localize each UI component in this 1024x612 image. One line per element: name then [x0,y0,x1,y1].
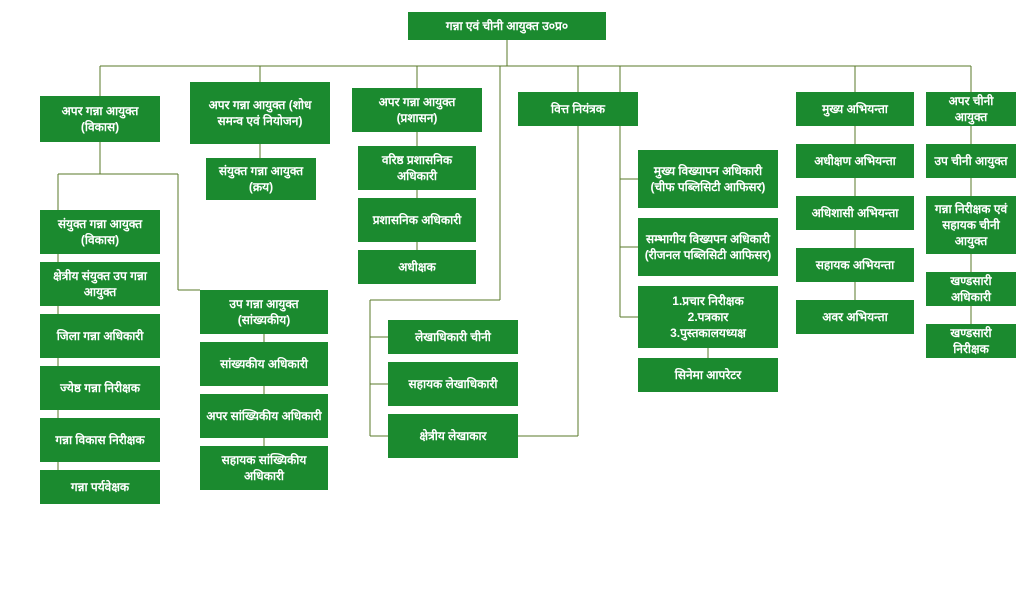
node-col5-1: मुख्य विख्यापन अधिकारी (चीफ पब्लिसिटी आफ… [638,150,778,208]
node-col1-5: ज्येष्ठ गन्ना निरीक्षक [40,366,160,410]
node-col6-4: सहायक अभियन्ता [796,248,914,282]
node-col2-5: अपर सांख्यिकीय अधिकारी [200,394,328,438]
node-col1-3: क्षेत्रीय संयुक्त उप गन्ना आयुक्त [40,262,160,306]
node-col3-2: वरिष्ठ प्रशासनिक अधिकारी [358,146,476,190]
node-col2-4: सांख्यकीय अधिकारी [200,342,328,386]
node-col5-2: सम्भागीय विख्यपन अधिकारी (रीजनल पब्लिसिट… [638,218,778,276]
node-col1-6: गन्ना विकास निरीक्षक [40,418,160,462]
node-col7-1: अपर चीनी आयुक्त [926,92,1016,126]
node-col4b-2: सहायक लेखाधिकारी [388,362,518,406]
node-col3-3: प्रशासनिक अधिकारी [358,198,476,242]
node-col6-5: अवर अभियन्ता [796,300,914,334]
node-col4b-3: क्षेत्रीय लेखाकार [388,414,518,458]
node-col7-5: खण्डसारी निरीक्षक [926,324,1016,358]
node-col2-3: उप गन्ना आयुक्त (सांख्यकीय) [200,290,328,334]
node-col3-1: अपर गन्ना आयुक्त (प्रशासन) [352,88,482,132]
node-col7-3: गन्ना निरीक्षक एवं सहायक चीनी आयुक्त [926,196,1016,254]
node-col2-6: सहायक सांख्यिकीय अधिकारी [200,446,328,490]
node-col6-1: मुख्य अभियन्ता [796,92,914,126]
node-col1-7: गन्ना पर्यवेक्षक [40,470,160,504]
node-col2-2: संयुक्त गन्ना आयुक्त (क्रय) [206,158,316,200]
node-col2-1: अपर गन्ना आयुक्त (शोध समन्व एवं नियोजन) [190,82,330,144]
node-col7-2: उप चीनी आयुक्त [926,144,1016,178]
node-col6-2: अधीक्षण अभियन्ता [796,144,914,178]
node-col1-4: जिला गन्ना अधिकारी [40,314,160,358]
node-col1-2: संयुक्त गन्ना आयुक्त (विकास) [40,210,160,254]
node-col4b-1: लेखाधिकारी चीनी [388,320,518,354]
node-col6-3: अधिशासी अभियन्ता [796,196,914,230]
node-col3-4: अधीक्षक [358,250,476,284]
node-col5-3: 1.प्रचार निरीक्षक 2.पत्रकार 3.पुस्तकालयध… [638,286,778,348]
node-root: गन्ना एवं चीनी आयुक्त उ०प्र० [408,12,606,40]
node-col5-4: सिनेमा आपरेटर [638,358,778,392]
node-col1-1: अपर गन्ना आयुक्त (विकास) [40,96,160,142]
node-col4-1: वित्त नियंत्रक [518,92,638,126]
node-col7-4: खण्डसारी अधिकारी [926,272,1016,306]
